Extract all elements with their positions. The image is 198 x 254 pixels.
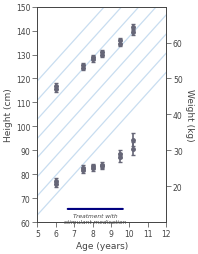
Y-axis label: Weight (kg): Weight (kg) — [185, 89, 194, 141]
Text: Treatment with
stimulant medication: Treatment with stimulant medication — [64, 213, 127, 224]
Y-axis label: Height (cm): Height (cm) — [4, 88, 13, 142]
X-axis label: Age (years): Age (years) — [76, 241, 128, 250]
